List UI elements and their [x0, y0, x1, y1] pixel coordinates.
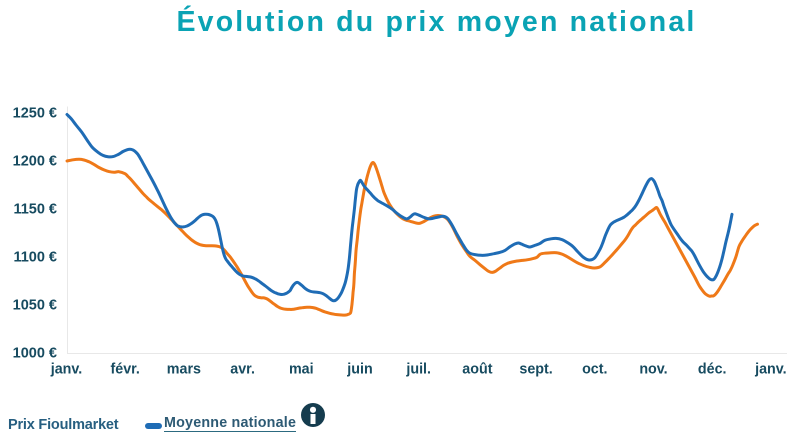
- svg-text:août: août: [462, 362, 492, 378]
- svg-text:mars: mars: [167, 362, 201, 378]
- svg-text:1150 €: 1150 €: [13, 202, 57, 218]
- svg-text:nov.: nov.: [639, 362, 667, 378]
- svg-text:avr.: avr.: [230, 362, 255, 378]
- svg-text:mai: mai: [289, 362, 314, 378]
- svg-text:sept.: sept.: [519, 362, 552, 378]
- svg-text:déc.: déc.: [698, 362, 727, 378]
- svg-text:janv.: janv.: [50, 362, 83, 378]
- svg-text:janv.: janv.: [754, 362, 787, 378]
- svg-text:1000 €: 1000 €: [13, 346, 57, 362]
- svg-text:1050 €: 1050 €: [13, 298, 57, 314]
- svg-text:juil.: juil.: [405, 362, 431, 378]
- svg-text:févr.: févr.: [110, 362, 139, 378]
- svg-text:1200 €: 1200 €: [13, 154, 57, 170]
- svg-text:oct.: oct.: [582, 362, 607, 378]
- svg-text:1250 €: 1250 €: [13, 106, 57, 122]
- svg-text:1100 €: 1100 €: [13, 250, 57, 266]
- svg-text:juin: juin: [346, 362, 372, 378]
